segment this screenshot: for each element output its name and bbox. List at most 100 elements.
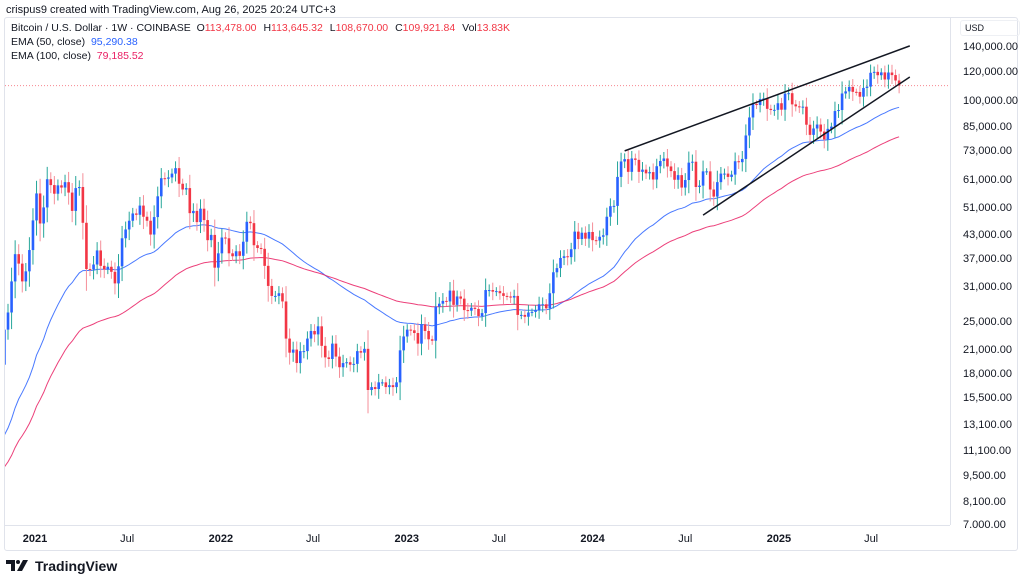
candle-body <box>259 248 263 250</box>
candle-body <box>826 128 830 140</box>
trendline-lower <box>702 76 911 216</box>
candle-body <box>320 326 323 346</box>
candle-body <box>6 312 10 330</box>
candle-body <box>28 250 31 272</box>
candle-body <box>316 326 320 335</box>
price-tick-label: 37,000.00 <box>963 253 1012 266</box>
legend-ema50-row[interactable]: EMA (50, close) 95,290.38 <box>11 35 514 49</box>
candle-body <box>438 303 441 307</box>
high-value: 113,645.32 <box>271 22 323 34</box>
open-value: 113,478.00 <box>204 22 257 34</box>
candle-body <box>580 232 584 240</box>
candle-body <box>616 176 619 206</box>
candle-body <box>644 169 648 174</box>
time-tick-label: Jul <box>678 533 693 545</box>
candle-body <box>790 93 794 105</box>
candle-body <box>127 220 131 230</box>
close-value: 109,921.84 <box>402 22 456 34</box>
candle-body <box>366 348 370 391</box>
price-chart[interactable] <box>5 18 950 525</box>
candle-body <box>822 131 826 140</box>
candle-body <box>245 221 249 242</box>
candle-body <box>798 106 801 108</box>
candle-body <box>876 71 880 76</box>
candle-body <box>42 207 45 224</box>
candle-body <box>869 72 872 87</box>
candle-body <box>423 324 427 331</box>
ema100-label: EMA (100, close) <box>11 50 91 62</box>
price-tick-label: 9,500.00 <box>963 470 1006 483</box>
candle-body <box>744 135 748 159</box>
candle-body <box>206 220 209 241</box>
candle-body <box>495 291 498 293</box>
candle-body <box>95 250 99 265</box>
candle-body <box>88 269 92 271</box>
candle-body <box>452 290 455 305</box>
candle-body <box>67 182 70 193</box>
price-tick-label: 100,000.00 <box>963 94 1019 107</box>
candle-body <box>345 362 348 364</box>
candle-body <box>648 172 651 174</box>
symbol-title[interactable]: Bitcoin / U.S. Dollar · 1W · COINBASE <box>11 22 191 34</box>
candle-body <box>323 345 327 358</box>
candle-body <box>263 248 266 266</box>
candle-body <box>384 382 388 388</box>
open-label: O <box>196 22 205 34</box>
time-axis[interactable]: 2021 Jul 2022 Jul 2023 Jul 2024 Jul 2025 Jul <box>5 525 950 551</box>
candle-body <box>637 159 641 172</box>
time-tick-label: 2024 <box>580 533 605 545</box>
currency-label[interactable]: USD <box>960 20 1020 36</box>
ema100-line <box>5 136 900 468</box>
candle-body <box>192 210 195 214</box>
candle-body <box>765 98 769 109</box>
candle-body <box>897 80 901 86</box>
candle-body <box>530 311 534 313</box>
candle-body <box>274 295 277 297</box>
chart-legend: Bitcoin / U.S. Dollar · 1W · COINBASE O1… <box>11 21 514 63</box>
candle-body <box>470 307 473 311</box>
candle-body <box>427 330 430 340</box>
candle-body <box>231 253 234 257</box>
time-tick-label: Jul <box>491 533 506 545</box>
candle-body <box>487 290 491 292</box>
candle-body <box>156 196 160 218</box>
candle-body <box>217 253 220 268</box>
candle-body <box>712 189 716 197</box>
candle-body <box>270 285 274 296</box>
price-tick-label: 21,000.00 <box>963 343 1012 356</box>
candle-body <box>577 231 580 240</box>
candle-body <box>60 185 63 188</box>
volume-label: Vol <box>462 22 477 34</box>
candle-body <box>477 308 480 317</box>
candle-body <box>883 72 887 80</box>
candle-body <box>523 314 527 317</box>
ema50-line <box>5 106 900 436</box>
candle-body <box>220 237 224 254</box>
candle-body <box>398 350 402 383</box>
price-tick-label: 61,000.00 <box>963 173 1012 186</box>
candle-body <box>701 171 705 186</box>
price-tick-label: 8,100.00 <box>963 495 1006 508</box>
candle-body <box>773 109 776 111</box>
chart-credit: crispus9 created with TradingView.com, A… <box>6 4 336 16</box>
candle-body <box>623 159 626 162</box>
candle-body <box>641 169 644 172</box>
candle-body <box>209 234 213 241</box>
candle-body <box>815 124 819 129</box>
candle-body <box>484 290 487 314</box>
candle-body <box>473 307 477 309</box>
candle-body <box>694 161 698 188</box>
candle-body <box>120 238 124 267</box>
candle-body <box>619 161 623 177</box>
legend-ema100-row[interactable]: EMA (100, close) 79,185.52 <box>11 49 514 63</box>
candle-body <box>395 382 398 388</box>
tradingview-logo[interactable]: TradingView <box>6 558 117 574</box>
price-axis[interactable]: 140,000.00 120,000.00 100,000.00 85,000.00 7… <box>950 18 1019 531</box>
candle-body <box>455 296 459 305</box>
candle-body <box>498 291 502 294</box>
candle-body <box>213 234 217 268</box>
candle-body <box>719 173 723 183</box>
candle-body <box>445 300 448 302</box>
candle-body <box>705 171 708 173</box>
candle-body <box>534 310 537 312</box>
